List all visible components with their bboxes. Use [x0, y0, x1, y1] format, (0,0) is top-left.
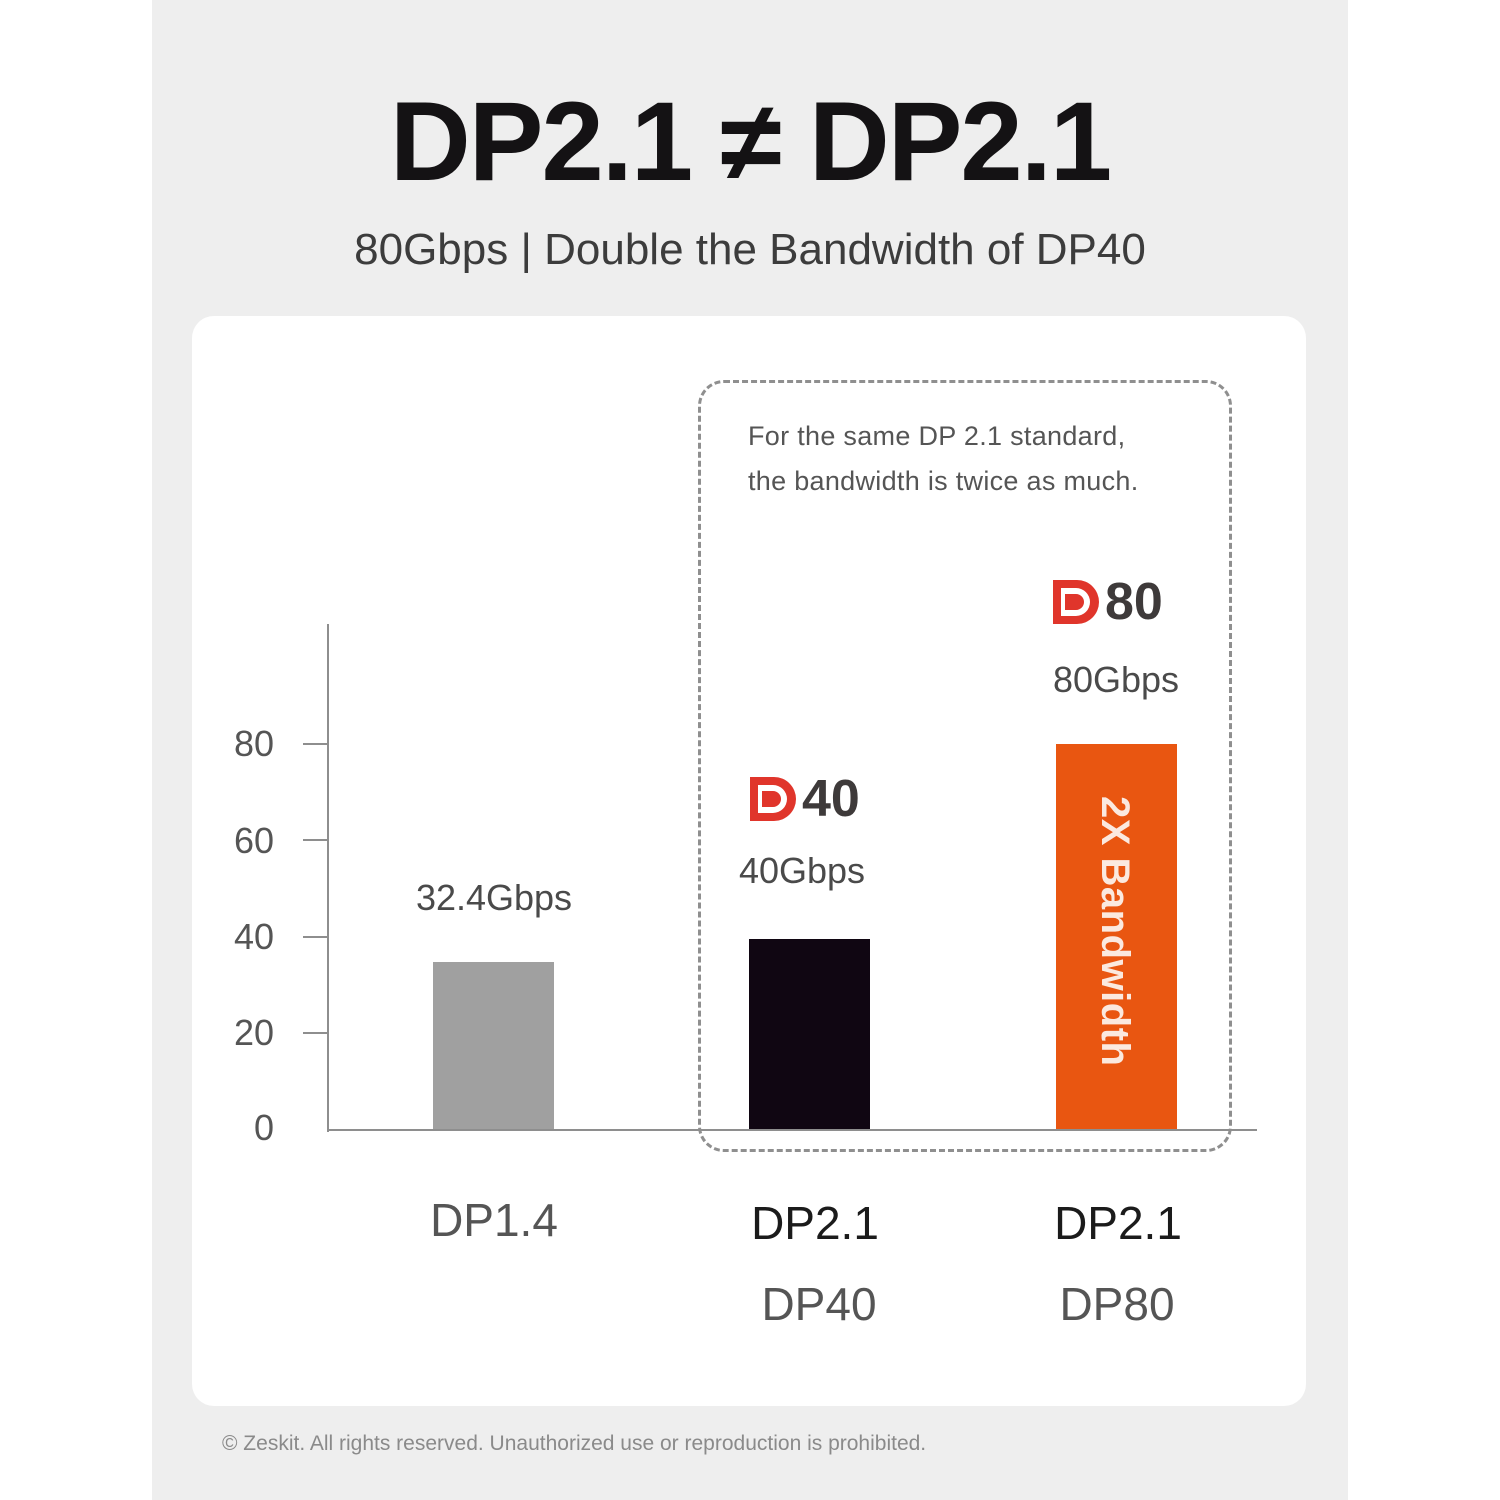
- y-tick-80: [303, 743, 327, 745]
- y-tick-20: [303, 1032, 327, 1034]
- bar-dp14: [433, 962, 554, 1129]
- category-label-dp21-b: DP2.1: [1054, 1197, 1182, 1249]
- dp80-badge: 80: [1049, 574, 1163, 630]
- dp80-badge-number: 80: [1105, 573, 1163, 631]
- sub-category-label-dp80: DP80: [1059, 1278, 1175, 1330]
- bar-dp80: [1056, 744, 1177, 1129]
- bar-dp80-inner-text: 2X Bandwidth: [1093, 796, 1137, 1067]
- x-axis: [327, 1129, 1257, 1131]
- category-label-dp21-a: DP2.1: [751, 1197, 879, 1249]
- callout-line-1: For the same DP 2.1 standard,: [748, 421, 1126, 451]
- callout-note: For the same DP 2.1 standard, the bandwi…: [748, 414, 1228, 504]
- sub-category-label-dp40: DP40: [761, 1278, 877, 1330]
- page-title: DP2.1 ≠ DP2.1: [389, 79, 1112, 204]
- bar-value-label-dp14: 32.4Gbps: [415, 877, 573, 918]
- y-tick-label: 80: [233, 723, 274, 764]
- y-tick-label: 40: [233, 916, 274, 957]
- displayport-logo-icon: [1053, 580, 1099, 624]
- callout-line-2: the bandwidth is twice as much.: [748, 466, 1139, 496]
- page-subtitle: 80Gbps | Double the Bandwidth of DP40: [354, 225, 1146, 274]
- y-tick-label: 0: [253, 1107, 274, 1148]
- copyright-notice: © Zeskit. All rights reserved. Unauthori…: [222, 1432, 927, 1455]
- bar-dp40: [749, 939, 870, 1129]
- dp40-badge: 40: [746, 771, 860, 827]
- bar-value-label-dp40: 40Gbps: [738, 850, 866, 891]
- y-axis: [327, 624, 329, 1132]
- y-tick-40: [303, 936, 327, 938]
- y-tick-label: 60: [233, 820, 274, 861]
- dp40-badge-number: 40: [802, 770, 860, 828]
- y-tick-60: [303, 839, 327, 841]
- displayport-logo-icon: [750, 777, 796, 821]
- category-label-dp14: DP1.4: [430, 1194, 558, 1246]
- y-tick-label: 20: [233, 1012, 274, 1053]
- dp21-highlight-box: [698, 380, 1232, 1152]
- bar-value-label-dp80: 80Gbps: [1052, 659, 1180, 700]
